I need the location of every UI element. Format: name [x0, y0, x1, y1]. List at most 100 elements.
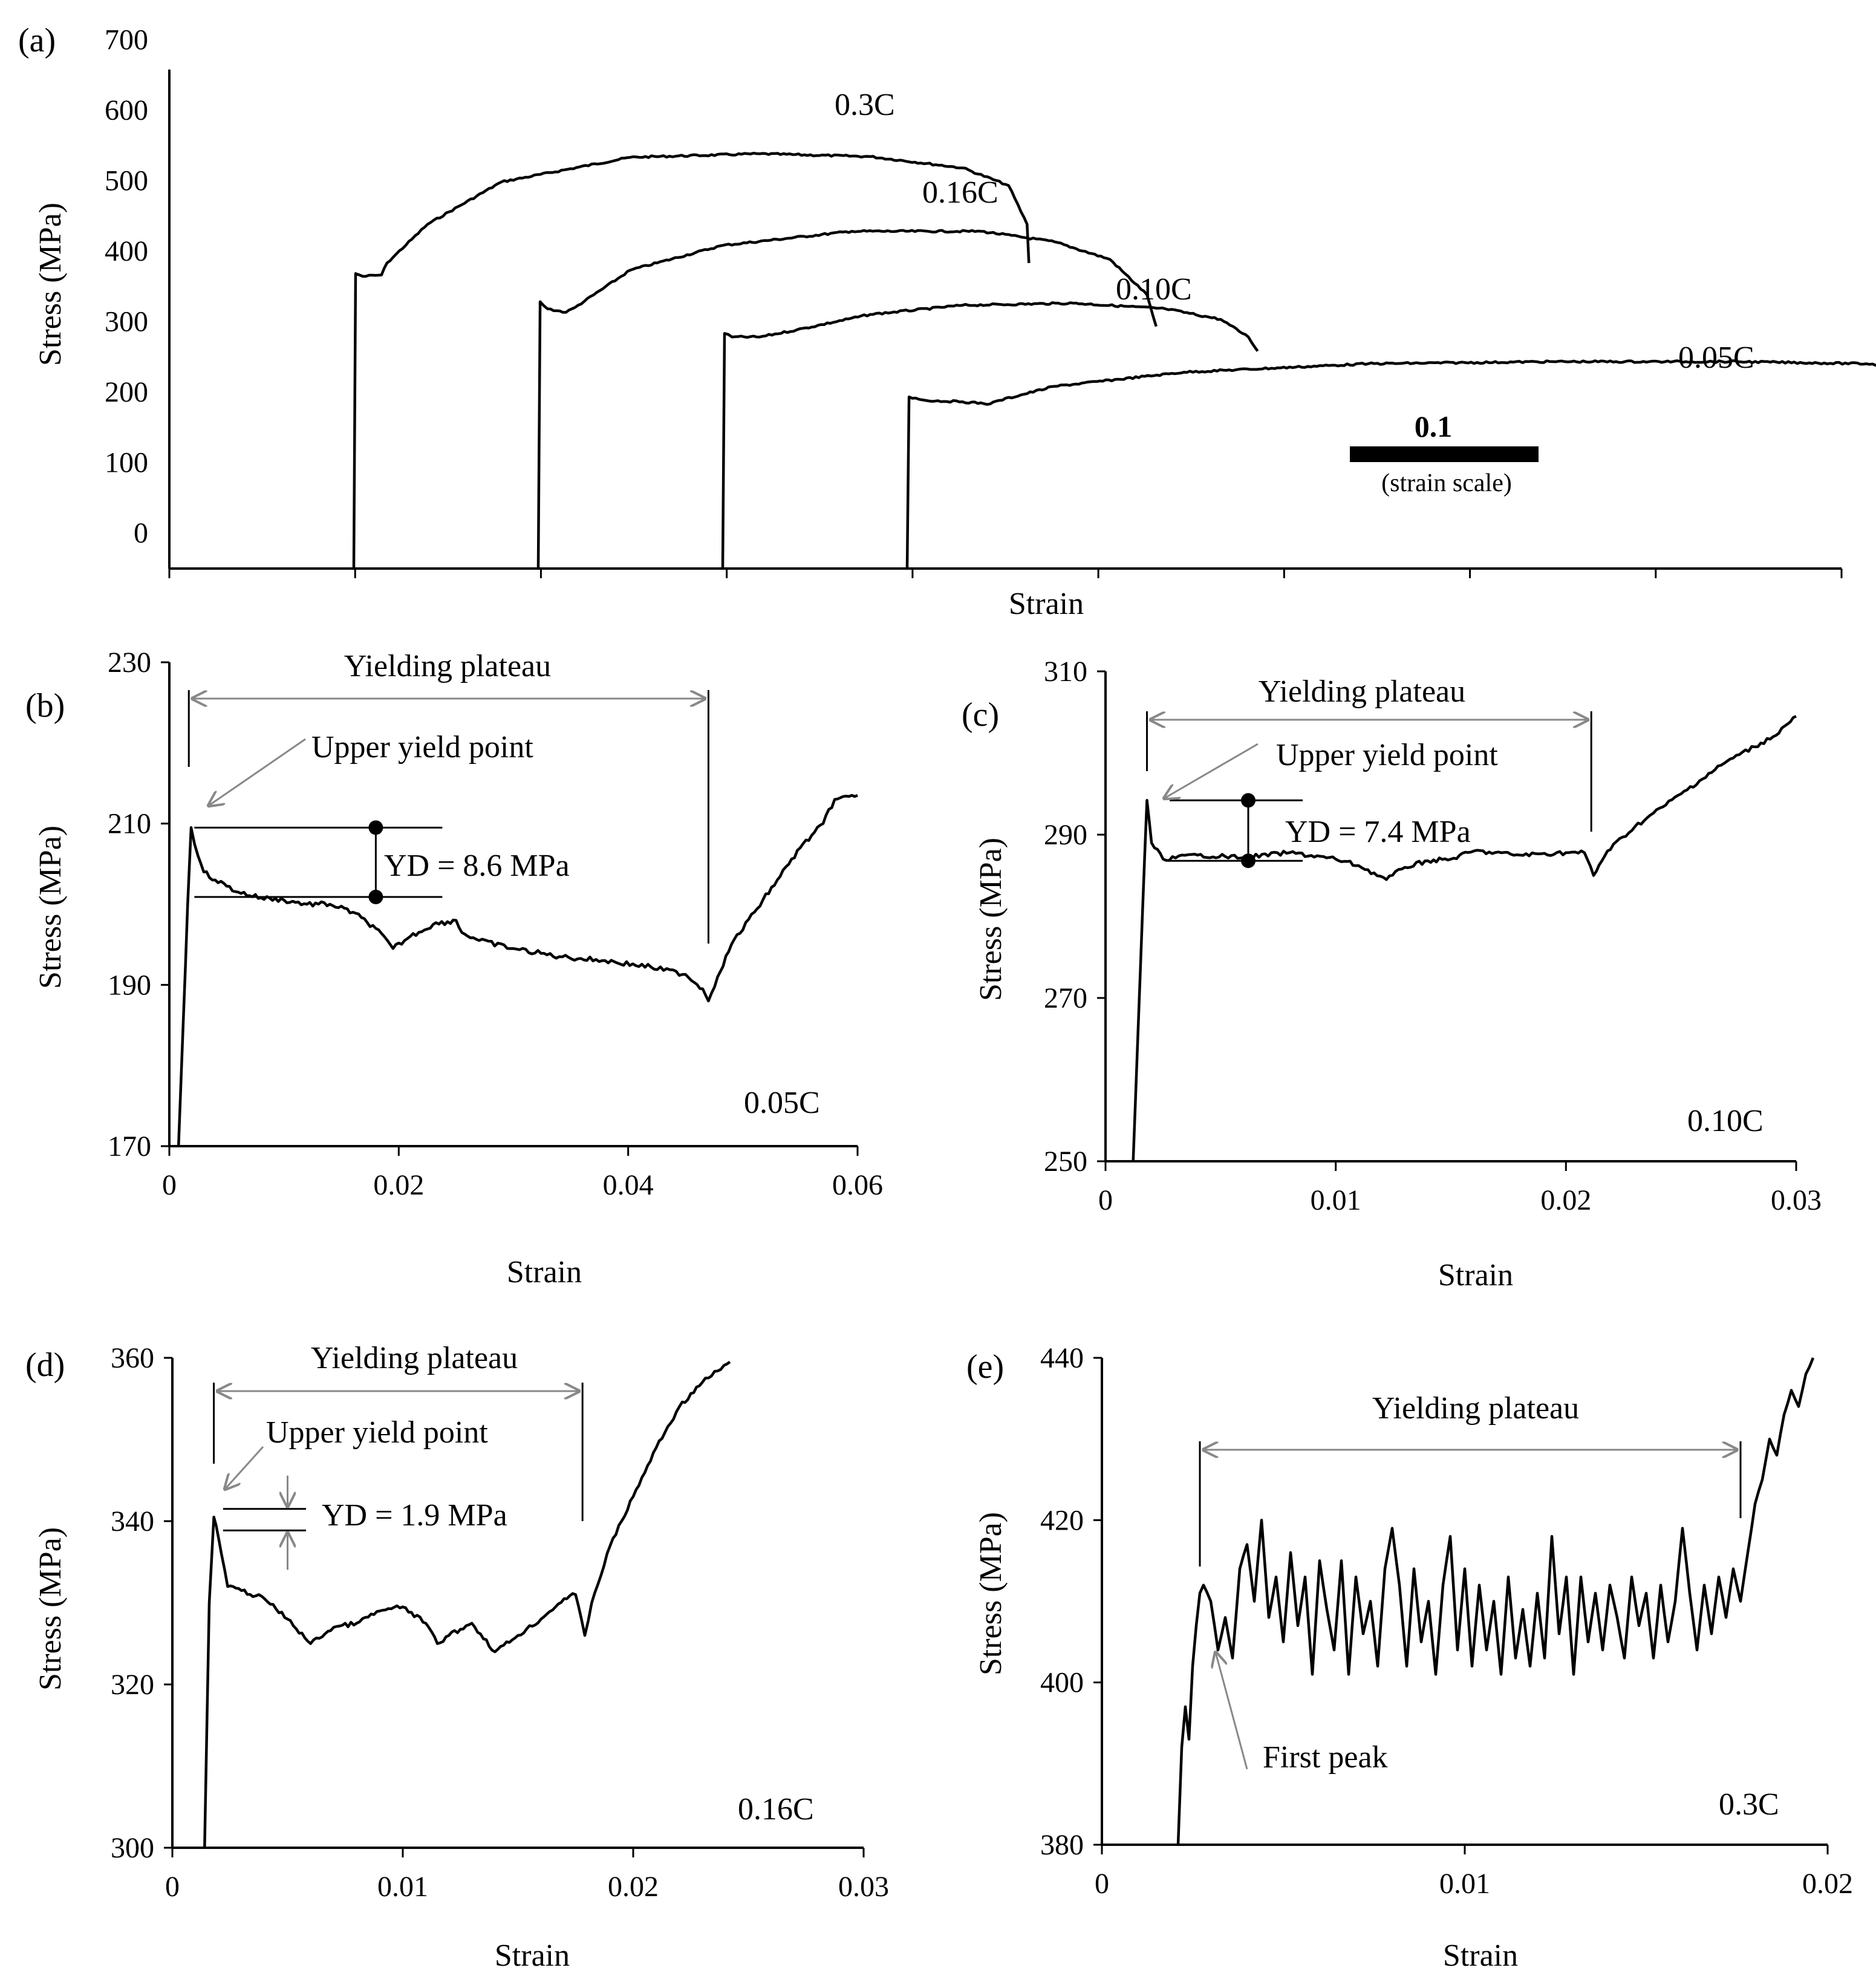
panel-b: (b) 170 190 210 230 0 0.02 0.04 0.06 Stress (MP… [25, 647, 883, 1289]
panel-c-xtick-label: 0.03 [1771, 1184, 1822, 1216]
panel-a-ytick-label: 500 [105, 165, 148, 197]
panel-b-ticks: 170 190 210 230 0 0.02 0.04 0.06 [108, 647, 883, 1201]
panel-d-xtick-label: 0.02 [608, 1871, 659, 1903]
panel-label-b: (b) [25, 687, 65, 725]
strain-scale-caption: (strain scale) [1381, 469, 1512, 497]
panel-c-xtick-label: 0.02 [1540, 1184, 1591, 1216]
panel-a-ytick-label: 400 [105, 235, 148, 267]
panel-d-xtick-label: 0 [165, 1871, 180, 1903]
panel-c-xtick-label: 0.01 [1311, 1184, 1361, 1216]
panel-e-ytick-label: 440 [1040, 1342, 1084, 1374]
panel-e-xtick-label: 0.01 [1439, 1868, 1490, 1900]
panel-d-ytick-label: 320 [111, 1669, 154, 1701]
panel-d-ytick-label: 300 [111, 1832, 154, 1864]
panel-label-e: (e) [966, 1348, 1004, 1386]
panel-e-ticks: 380 400 420 440 0 0.01 0.02 [1040, 1342, 1853, 1900]
panel-b-xlabel: Strain [507, 1255, 582, 1289]
series-label-0.05C: 0.05C [1678, 341, 1754, 375]
panel-b-ytick-label: 230 [108, 647, 151, 679]
panel-c-upper-yield-arrow [1164, 743, 1259, 798]
panel-b-yd-upper-dot [368, 820, 383, 835]
panel-e-series-label: 0.3C [1719, 1787, 1779, 1822]
panel-c-ylabel: Stress (MPa) [974, 838, 1008, 1001]
panel-c-upper-yield-label: Upper yield point [1276, 738, 1498, 772]
panel-b-series-label: 0.05C [744, 1086, 820, 1120]
panel-label-a: (a) [18, 22, 56, 59]
panel-d: (d) 300 320 340 360 0 0.01 0.02 0.03 Stress (MP… [25, 1341, 889, 1973]
panel-c-yd-lower-dot [1241, 853, 1256, 869]
panel-c-plateau-label: Yielding plateau [1259, 674, 1465, 709]
series-label-0.16C: 0.16C [922, 175, 998, 210]
panel-d-upper-yield-arrow [225, 1446, 264, 1489]
panel-c-ytick-label: 250 [1044, 1146, 1087, 1178]
panel-a-ytick-label: 600 [105, 94, 148, 126]
panel-c-ytick-label: 270 [1044, 982, 1087, 1014]
panel-b-ylabel: Stress (MPa) [33, 826, 68, 989]
panel-e-xtick-label: 0.02 [1802, 1868, 1853, 1900]
panel-d-ticks: 300 320 340 360 0 0.01 0.02 0.03 [111, 1342, 889, 1903]
panel-a-ylabel: Stress (MPa) [33, 203, 68, 366]
panel-d-xtick-label: 0.01 [377, 1871, 428, 1903]
panel-c-series-label: 0.10C [1687, 1104, 1764, 1138]
panel-c-ytick-label: 310 [1044, 656, 1087, 688]
panel-e-plateau-label: Yielding plateau [1372, 1391, 1579, 1426]
panel-a-curves [352, 151, 1876, 569]
panel-e-ytick-label: 380 [1040, 1829, 1084, 1861]
panel-b-xtick-label: 0 [162, 1169, 177, 1201]
panel-b-xtick-label: 0.04 [603, 1169, 654, 1201]
panel-c-ticks: 250 270 290 310 0 0.01 0.02 0.03 [1044, 656, 1822, 1216]
panel-d-xlabel: Strain [495, 1938, 570, 1973]
panel-a-ytick-label: 100 [105, 447, 148, 479]
panel-b-ytick-label: 210 [108, 808, 151, 840]
panel-a-curve-0.05C [905, 359, 1876, 569]
panel-d-curve [203, 1360, 731, 1848]
panel-b-yd-label: YD = 8.6 MPa [384, 849, 570, 883]
panel-c-plot [1132, 711, 1797, 1162]
panel-e-ylabel: Stress (MPa) [974, 1512, 1008, 1675]
panel-e-ytick-label: 400 [1040, 1667, 1084, 1699]
panel-b-xtick-label: 0.02 [373, 1169, 424, 1201]
panel-d-plot [203, 1360, 731, 1848]
panel-e-curve [1176, 1357, 1815, 1845]
panel-d-series-label: 0.16C [738, 1792, 814, 1827]
panel-c-xlabel: Strain [1438, 1258, 1513, 1293]
panel-e-first-peak-label: First peak [1263, 1740, 1388, 1775]
panel-a-ytick-label: 700 [105, 24, 148, 56]
panel-a-yticks: 0 100 200 300 400 500 600 700 [105, 24, 148, 550]
panel-e-first-peak-arrow [1216, 1652, 1248, 1770]
panel-b-ytick-label: 170 [108, 1130, 151, 1162]
panel-e-plot [1176, 1357, 1815, 1845]
panel-e-xtick-label: 0 [1095, 1868, 1109, 1900]
panel-b-curve [177, 794, 858, 1147]
panel-d-ylabel: Stress (MPa) [33, 1527, 68, 1690]
strain-scale-value: 0.1 [1415, 409, 1453, 443]
series-label-0.10C: 0.10C [1116, 272, 1192, 307]
panel-a-curve-0.10C [721, 301, 1259, 569]
panel-label-d: (d) [25, 1346, 65, 1384]
panel-a-ytick-label: 0 [134, 517, 148, 549]
panel-label-c: (c) [962, 696, 999, 734]
panel-d-yd-label: YD = 1.9 MPa [322, 1498, 507, 1533]
panel-d-plateau-label: Yielding plateau [311, 1341, 518, 1375]
panel-a-curve-0.3C [352, 151, 1031, 569]
panel-c-curve [1132, 715, 1797, 1162]
panel-e: (e) 380 400 420 440 0 0.01 0.02 Stress (MPa) S… [966, 1342, 1853, 1973]
panel-a-xticks [168, 569, 1843, 578]
series-label-0.3C: 0.3C [835, 88, 895, 122]
panel-e-ytick-label: 420 [1040, 1504, 1084, 1536]
panel-b-ytick-label: 190 [108, 969, 151, 1001]
panel-d-ytick-label: 340 [111, 1505, 154, 1537]
panel-a-ytick-label: 300 [105, 306, 148, 338]
panel-b-yd-lower-dot [368, 890, 383, 904]
panel-c-ytick-label: 290 [1044, 819, 1087, 851]
panel-b-plot [177, 690, 858, 1147]
panel-e-xlabel: Strain [1443, 1938, 1518, 1973]
panel-d-xtick-label: 0.03 [838, 1871, 889, 1903]
panel-b-upper-yield-arrow [209, 738, 306, 806]
panel-a-curve-0.16C [536, 229, 1158, 569]
panel-b-xtick-label: 0.06 [832, 1169, 883, 1201]
panel-c-xtick-label: 0 [1098, 1184, 1113, 1216]
panel-d-ytick-label: 360 [111, 1342, 154, 1374]
panel-b-plateau-label: Yielding plateau [344, 649, 551, 683]
